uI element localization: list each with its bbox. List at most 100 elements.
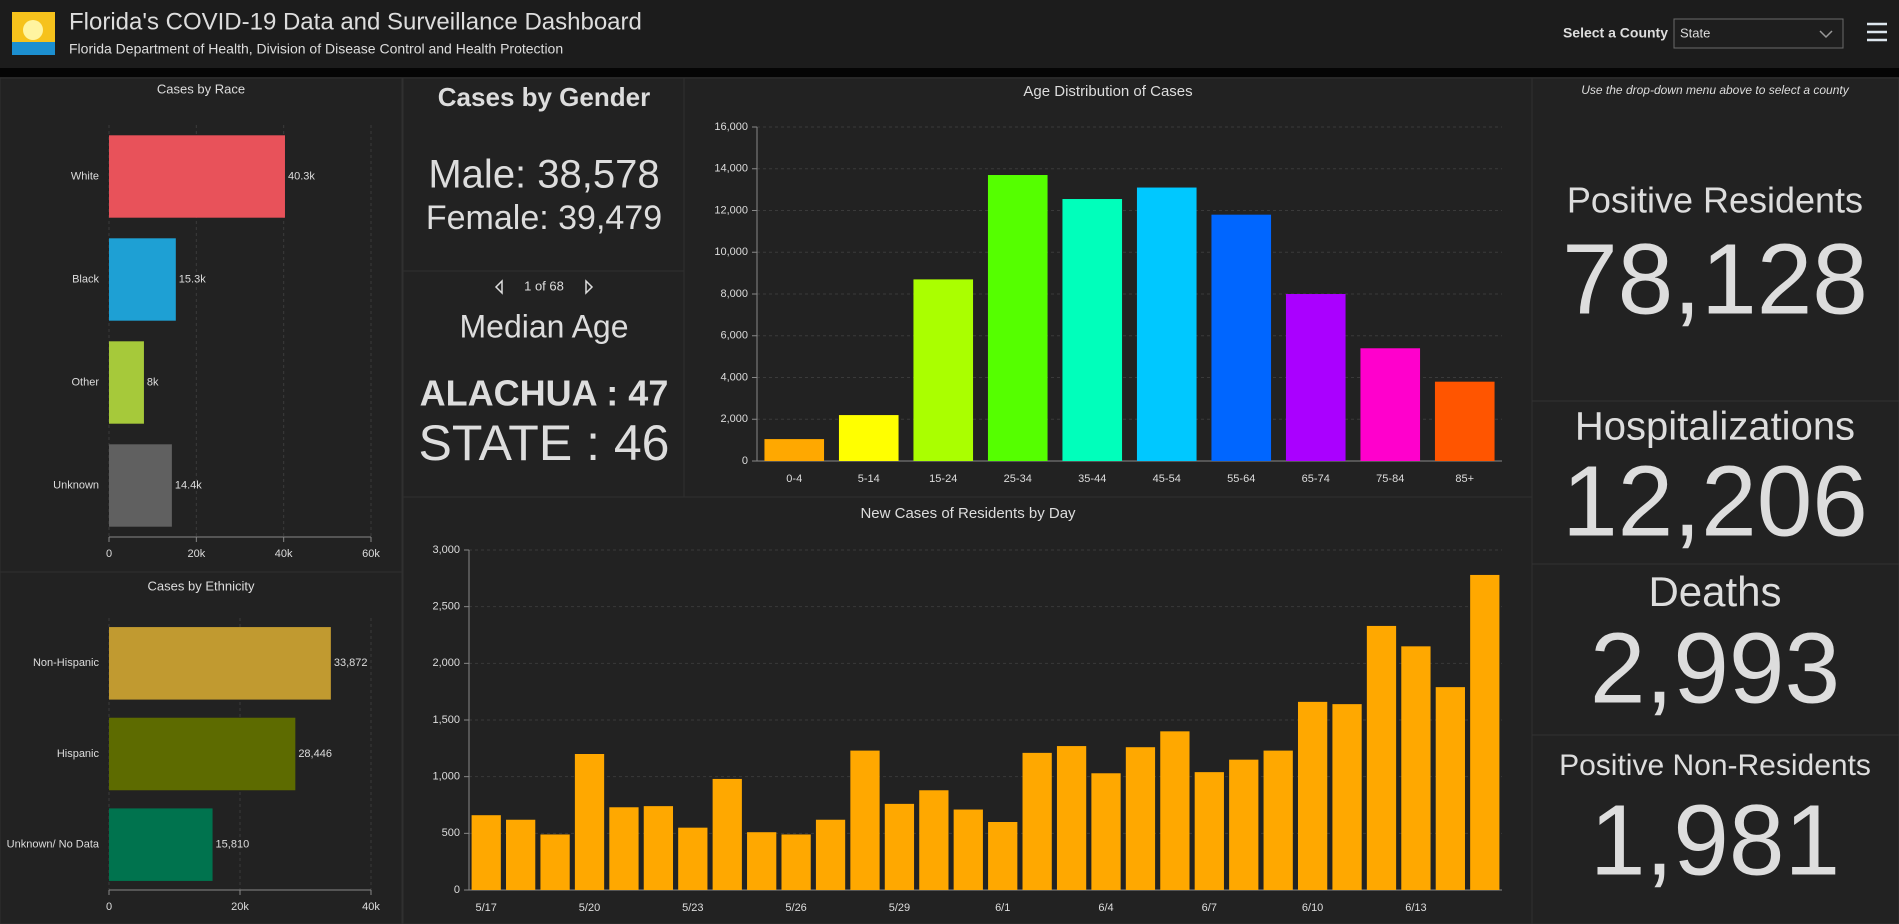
x-tick-label: 6/13 xyxy=(1405,902,1426,914)
select-label: Select a County xyxy=(1563,25,1668,41)
header-subtitle: Florida Department of Health, Division o… xyxy=(69,41,563,57)
summary-note: Use the drop-down menu above to select a… xyxy=(1581,83,1849,97)
select-value[interactable]: State xyxy=(1680,25,1710,40)
select-box[interactable] xyxy=(1673,18,1844,49)
menu-button[interactable] xyxy=(1867,22,1887,42)
y-tick-label: 0 xyxy=(454,884,460,896)
bar xyxy=(540,834,570,890)
chart-title: New Cases of Residents by Day xyxy=(860,505,1076,522)
bar xyxy=(1360,348,1421,461)
chart-title: Cases by Ethnicity xyxy=(148,578,255,593)
county-select[interactable]: State xyxy=(1673,18,1844,49)
y-tick-label: 1,500 xyxy=(432,714,460,726)
x-tick-label: 25-34 xyxy=(1004,473,1032,485)
bar xyxy=(1062,199,1123,462)
x-tick-label: 5/17 xyxy=(476,902,497,914)
value-label: 40.3k xyxy=(288,170,315,182)
y-tick-label: Hispanic xyxy=(57,748,100,760)
x-tick-label: 0 xyxy=(106,548,112,560)
bar xyxy=(747,832,777,890)
median-state: STATE : 46 xyxy=(418,415,669,471)
select-arrow[interactable] xyxy=(1819,30,1833,39)
bar xyxy=(838,415,899,461)
summary-label: Positive Residents xyxy=(1567,180,1863,221)
value-label: 8k xyxy=(147,376,159,388)
gender-female: Female: 39,479 xyxy=(426,199,662,237)
pager-prev[interactable] xyxy=(494,279,503,295)
header-title: Florida's COVID-19 Data and Surveillance… xyxy=(69,8,642,35)
bar xyxy=(471,815,501,890)
x-tick-label: 5/23 xyxy=(682,902,703,914)
bar xyxy=(1022,752,1052,890)
header-shadow xyxy=(0,68,1899,77)
y-tick-label: 10,000 xyxy=(714,246,748,258)
bar xyxy=(1056,746,1087,890)
x-tick-label: 5/20 xyxy=(579,902,600,914)
y-tick-label: 2,500 xyxy=(432,601,460,613)
y-tick-label: 4,000 xyxy=(720,371,748,383)
bar xyxy=(1091,773,1121,890)
y-tick-label: 12,000 xyxy=(714,204,748,216)
bar xyxy=(987,175,1048,461)
x-tick-label: 75-84 xyxy=(1376,473,1404,485)
x-tick-label: 85+ xyxy=(1455,473,1474,485)
summary-label: Positive Non-Residents xyxy=(1559,749,1871,782)
bar xyxy=(609,807,639,890)
summary-value: 78,128 xyxy=(1562,223,1868,335)
bar xyxy=(643,806,674,890)
median-panel xyxy=(402,270,685,498)
y-tick-label: 3,000 xyxy=(432,544,460,556)
pager-next[interactable] xyxy=(585,279,594,295)
bar xyxy=(1470,574,1500,890)
y-tick-label: White xyxy=(71,170,99,182)
bar xyxy=(506,819,536,890)
x-tick-label: 6/4 xyxy=(1098,902,1113,914)
x-tick-label: 5/26 xyxy=(785,902,806,914)
y-tick-label: 6,000 xyxy=(720,330,748,342)
value-label: 28,446 xyxy=(298,748,332,760)
gender-panel xyxy=(402,77,685,272)
logo xyxy=(12,12,55,55)
x-tick-label: 0 xyxy=(106,901,112,913)
bar xyxy=(1332,704,1362,890)
x-tick-label: 45-54 xyxy=(1153,473,1181,485)
x-tick-label: 15-24 xyxy=(929,473,957,485)
y-tick-label: 8,000 xyxy=(720,288,748,300)
bar xyxy=(1263,750,1293,890)
y-tick-label: 14,000 xyxy=(714,163,748,175)
summary-label: Deaths xyxy=(1648,568,1781,615)
bar xyxy=(1434,381,1495,461)
value-label: 33,872 xyxy=(334,657,368,669)
summary-panel xyxy=(1531,77,1899,924)
x-tick-label: 6/10 xyxy=(1302,902,1323,914)
bar xyxy=(109,808,213,881)
summary-value: 12,206 xyxy=(1562,445,1868,557)
median-county: ALACHUA : 47 xyxy=(420,373,669,414)
bar xyxy=(919,790,949,890)
pager: 1 of 68 xyxy=(524,278,564,293)
value-label: 15,810 xyxy=(216,839,250,851)
y-tick-label: Non-Hispanic xyxy=(33,657,100,669)
y-tick-label: Unknown xyxy=(53,479,99,491)
bar xyxy=(1229,759,1259,890)
bar xyxy=(712,778,742,890)
x-tick-label: 55-64 xyxy=(1227,473,1255,485)
y-tick-label: 500 xyxy=(442,827,460,839)
bar xyxy=(1285,294,1346,461)
bar xyxy=(1194,772,1224,890)
y-tick-label: Unknown/ No Data xyxy=(7,839,100,851)
x-tick-label: 0-4 xyxy=(786,473,802,485)
summary-value: 2,993 xyxy=(1590,612,1840,724)
bar xyxy=(884,803,915,890)
bar xyxy=(109,444,172,527)
x-tick-label: 5/29 xyxy=(889,902,910,914)
summary-value: 1,981 xyxy=(1590,784,1840,896)
chart-title: Cases by Race xyxy=(157,81,245,96)
bar xyxy=(109,238,176,321)
x-tick-label: 20k xyxy=(187,548,205,560)
bar xyxy=(109,627,331,700)
bar xyxy=(1297,701,1328,890)
x-tick-label: 6/1 xyxy=(995,902,1010,914)
bar xyxy=(988,822,1018,890)
x-tick-label: 20k xyxy=(231,901,249,913)
